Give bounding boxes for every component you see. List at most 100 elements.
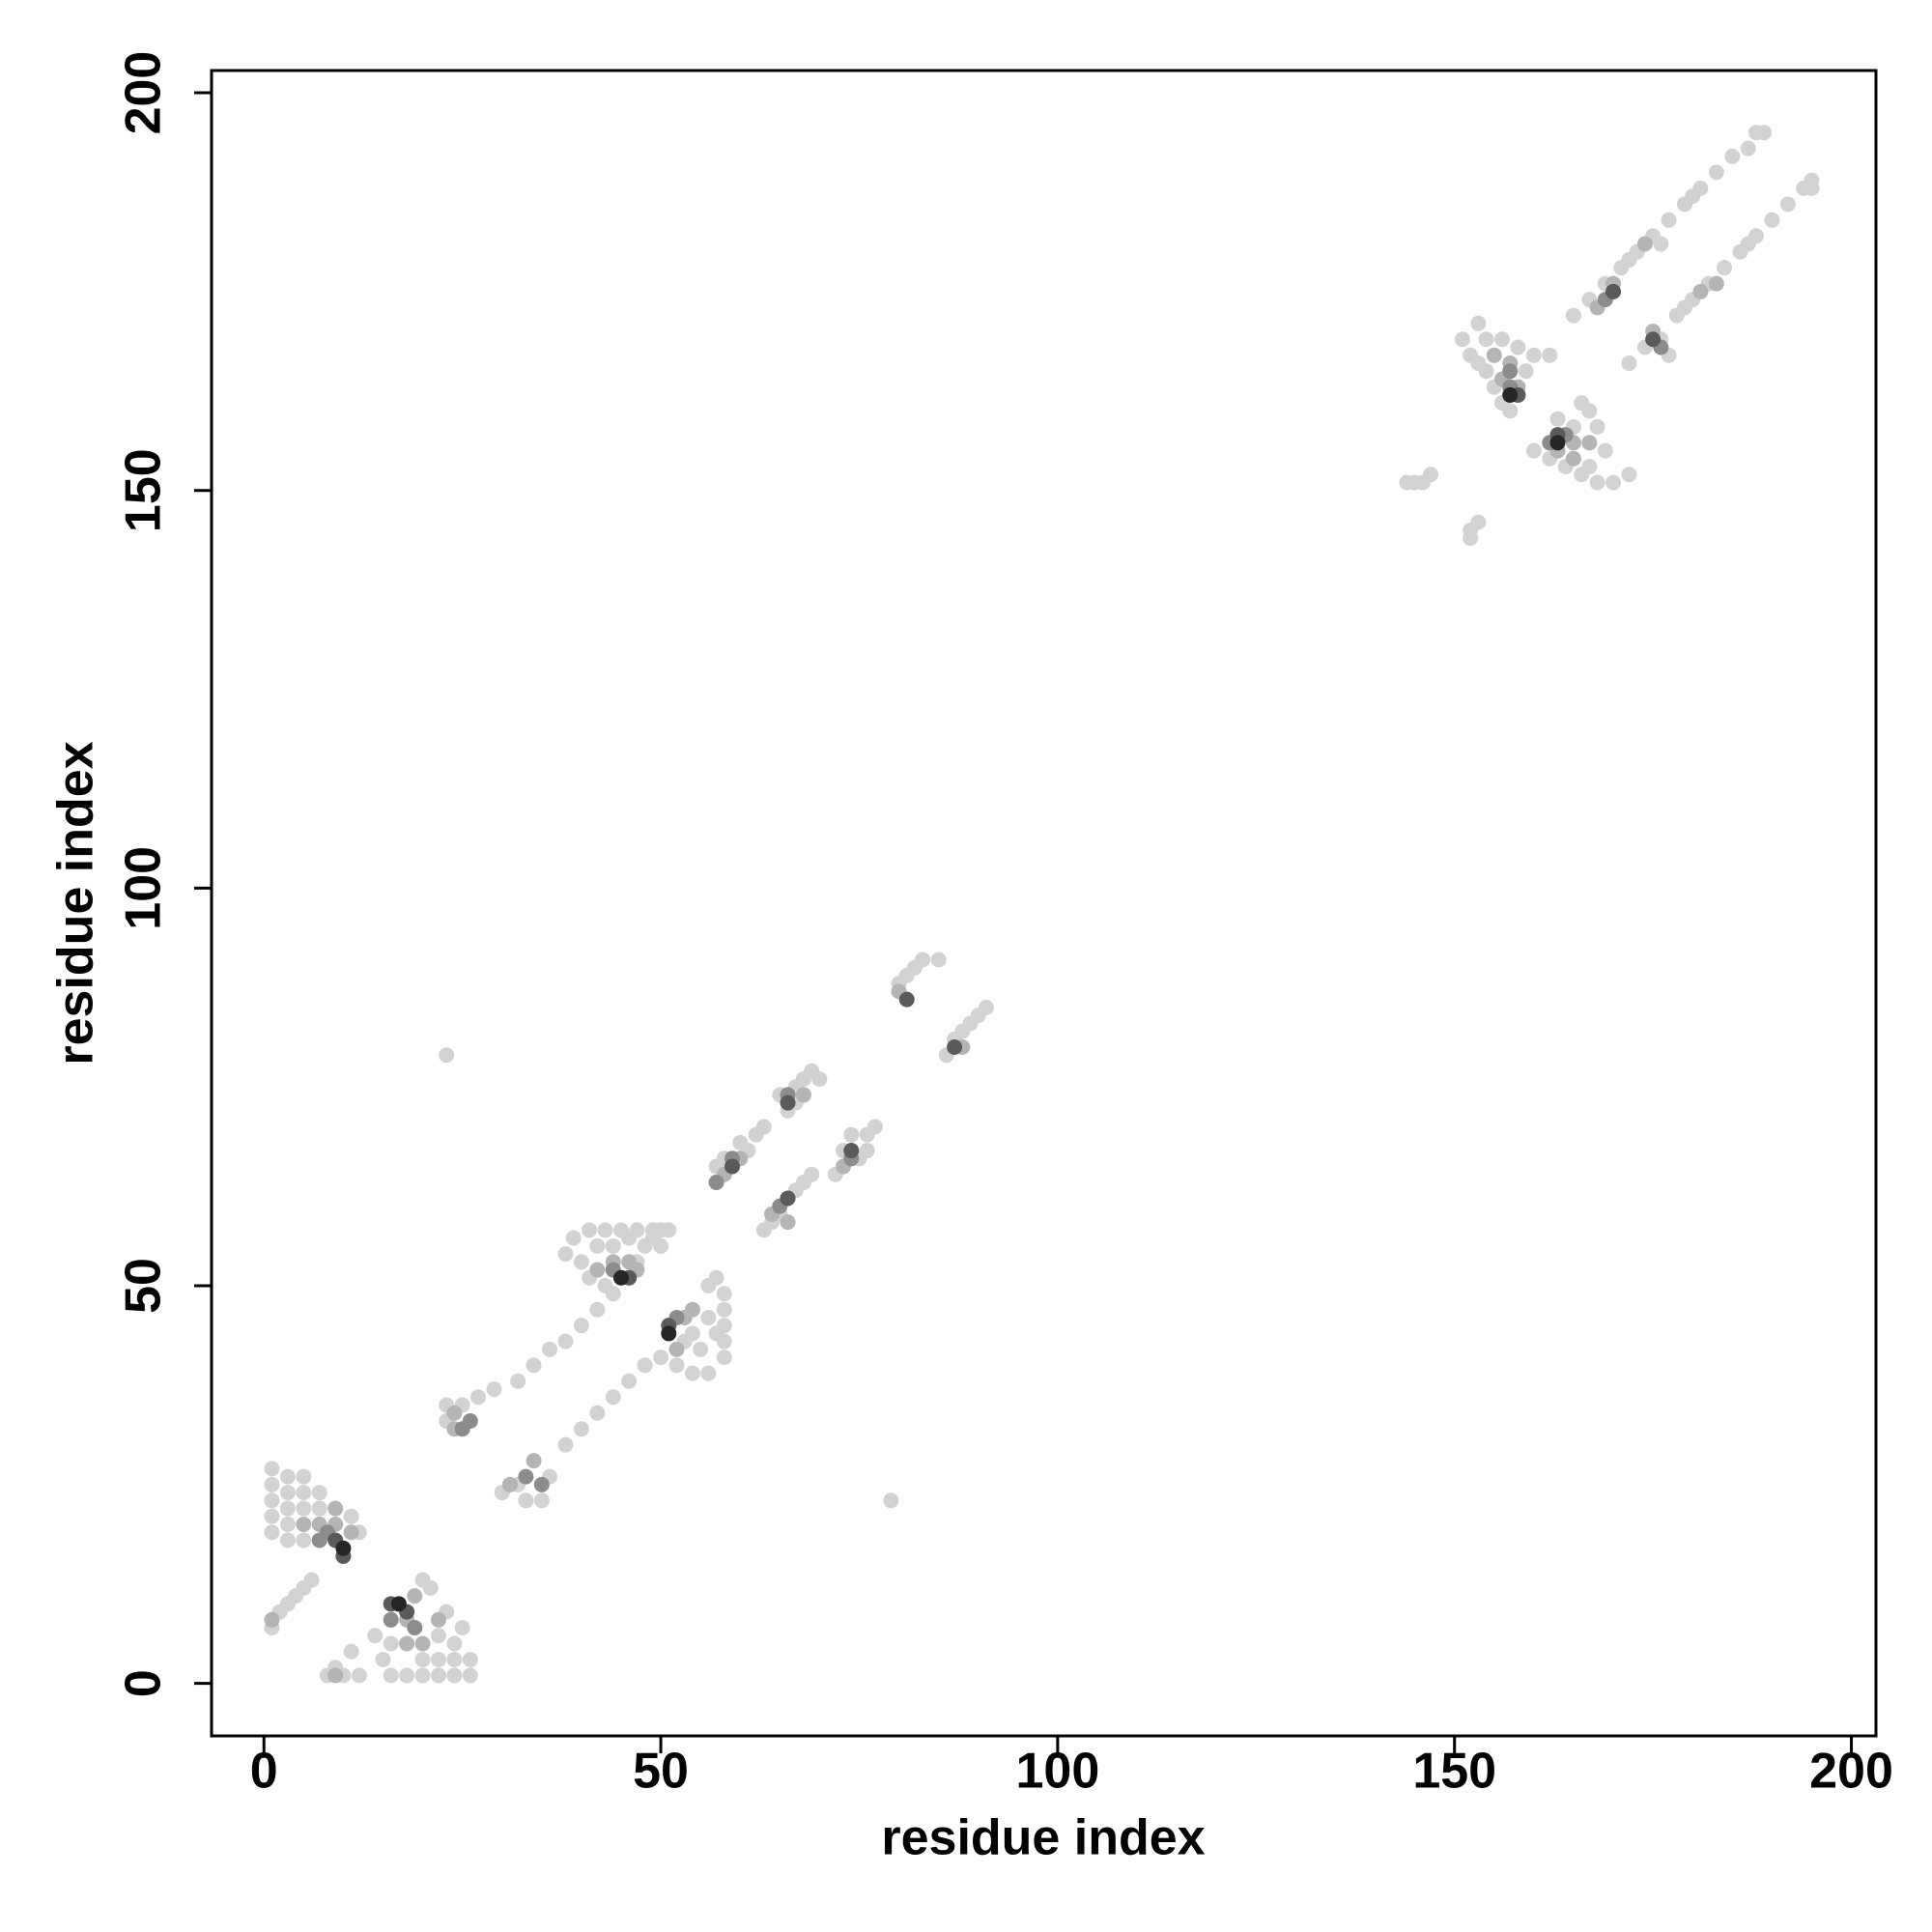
point (1478, 331, 1494, 348)
point (430, 1628, 446, 1644)
point (446, 1635, 463, 1652)
point (684, 1365, 700, 1381)
point (1423, 467, 1439, 483)
point (264, 1492, 280, 1509)
point (454, 1620, 470, 1636)
point (1502, 386, 1519, 403)
point (1708, 164, 1724, 181)
point (1581, 459, 1598, 475)
point (1804, 180, 1820, 196)
y-tick-label: 50 (116, 1258, 172, 1314)
point (557, 1246, 574, 1263)
point (462, 1667, 478, 1684)
point (1692, 283, 1709, 299)
point (296, 1468, 312, 1485)
point (661, 1325, 677, 1342)
point (430, 1651, 446, 1667)
point (296, 1485, 312, 1501)
point (430, 1611, 446, 1628)
point (898, 991, 915, 1008)
point (1597, 442, 1613, 459)
point (1565, 450, 1581, 467)
point (1486, 347, 1502, 363)
point (510, 1373, 526, 1389)
point (668, 1357, 685, 1374)
point (947, 1039, 963, 1056)
point (1779, 196, 1796, 213)
point (1502, 403, 1519, 419)
point (716, 1350, 732, 1366)
point (978, 999, 994, 1015)
point (446, 1651, 463, 1667)
point (526, 1357, 542, 1374)
point (644, 1222, 661, 1238)
point (296, 1517, 312, 1533)
point (1574, 395, 1590, 412)
point (573, 1318, 589, 1334)
point (1717, 260, 1733, 276)
point (708, 1174, 724, 1190)
point (1764, 212, 1780, 228)
y-tick-label: 0 (116, 1669, 172, 1697)
point (1518, 363, 1534, 380)
point (1525, 347, 1542, 363)
point (700, 1278, 717, 1294)
point (407, 1620, 423, 1636)
point (296, 1532, 312, 1548)
point (1470, 355, 1487, 371)
point (264, 1508, 280, 1524)
x-tick-label: 200 (1809, 1744, 1893, 1800)
point (279, 1500, 296, 1517)
point (390, 1596, 407, 1612)
point (1549, 411, 1566, 427)
point (367, 1628, 384, 1644)
point (557, 1333, 574, 1350)
point (700, 1365, 717, 1381)
point (1502, 363, 1519, 380)
point (422, 1579, 439, 1596)
point (780, 1214, 796, 1231)
point (343, 1524, 359, 1541)
x-axis-title: residue index (881, 1810, 1205, 1866)
point (573, 1254, 589, 1270)
point (708, 1325, 724, 1342)
point (430, 1667, 446, 1684)
point (1740, 236, 1756, 252)
x-tick-label: 0 (250, 1744, 278, 1800)
point (1605, 474, 1622, 491)
point (1470, 514, 1487, 530)
point (414, 1651, 431, 1667)
point (439, 1047, 455, 1064)
point (1621, 355, 1637, 371)
point (462, 1651, 478, 1667)
point (1645, 331, 1662, 348)
point (843, 1143, 860, 1159)
point (1621, 467, 1637, 483)
point (279, 1532, 296, 1548)
point (446, 1667, 463, 1684)
point (557, 1436, 574, 1453)
point (589, 1405, 606, 1421)
point (383, 1635, 399, 1652)
points (264, 125, 1820, 1684)
point (518, 1492, 534, 1509)
point (335, 1540, 352, 1556)
point (501, 1476, 518, 1492)
point (1470, 315, 1487, 331)
point (589, 1262, 606, 1278)
point (264, 1461, 280, 1477)
point (279, 1468, 296, 1485)
point (1636, 236, 1653, 252)
point (621, 1230, 638, 1246)
point (915, 952, 931, 968)
point (1621, 251, 1637, 268)
point (542, 1341, 558, 1357)
point (637, 1357, 653, 1374)
point (597, 1278, 613, 1294)
point (264, 1611, 280, 1628)
point (1708, 275, 1724, 292)
point (1589, 474, 1605, 491)
point (279, 1517, 296, 1533)
